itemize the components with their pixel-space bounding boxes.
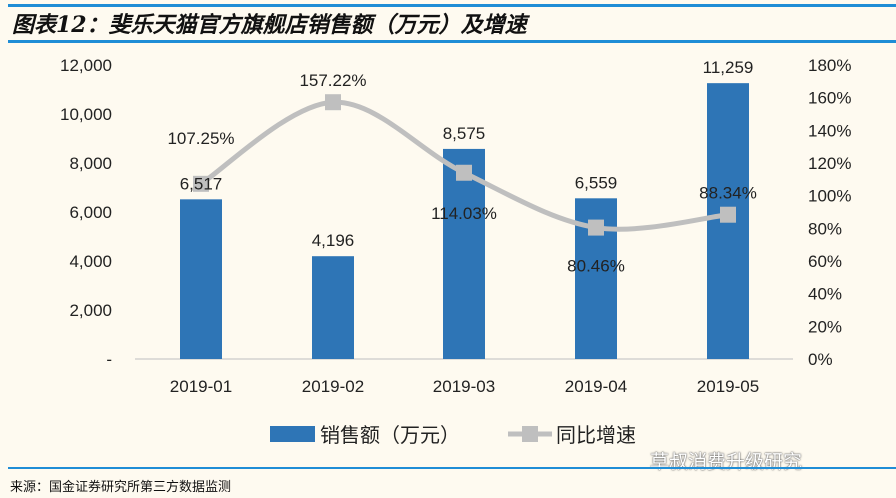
left-tick-label: 6,000 (69, 203, 112, 222)
bar (312, 256, 354, 359)
legend-line-label: 同比增速 (556, 423, 636, 447)
bar-data-label: 6,517 (180, 174, 223, 193)
left-tick-label: 8,000 (69, 154, 112, 173)
right-tick-label: 100% (808, 187, 851, 206)
source-note: 来源：国金证券研究所第三方数据监测 (10, 480, 232, 495)
legend-line-marker (522, 426, 538, 442)
bar (180, 199, 222, 359)
bar-data-label: 4,196 (312, 231, 355, 250)
watermark: 草叔消费升级研究 (650, 452, 803, 473)
x-tick-label: 2019-01 (170, 377, 232, 396)
right-tick-label: 80% (808, 219, 842, 238)
x-tick-label: 2019-05 (697, 377, 759, 396)
x-tick-label: 2019-03 (433, 377, 495, 396)
growth-marker (720, 206, 736, 223)
right-tick-label: 120% (808, 154, 851, 173)
right-tick-label: 140% (808, 121, 851, 140)
right-tick-label: 40% (808, 285, 842, 304)
growth-marker (193, 175, 209, 192)
growth-marker (325, 94, 341, 111)
left-tick-label: 12,000 (60, 56, 112, 75)
growth-marker (456, 164, 472, 181)
right-tick-label: 20% (808, 317, 842, 336)
bar-data-label: 11,259 (703, 58, 754, 77)
title-rule (8, 40, 896, 43)
top-rule (8, 4, 896, 7)
left-tick-label: 2,000 (69, 301, 112, 320)
bar-data-label: 8,575 (443, 124, 486, 143)
legend-bar-label: 销售额（万元） (320, 423, 460, 447)
bar (443, 148, 485, 359)
line-data-label: 80.46% (567, 257, 625, 276)
legend-bar-swatch (270, 426, 315, 442)
x-tick-label: 2019-04 (565, 377, 627, 396)
bottom-rule (8, 467, 896, 469)
figure-title: 图表12：斐乐天猫官方旗舰店销售额（万元）及增速 (12, 12, 527, 38)
right-tick-label: 160% (808, 89, 851, 108)
growth-marker (588, 219, 604, 236)
line-data-label: 157.22% (299, 71, 366, 90)
left-tick-label: - (106, 350, 112, 369)
right-tick-label: 60% (808, 252, 842, 271)
line-data-label: 88.34% (699, 184, 757, 203)
x-tick-label: 2019-02 (302, 377, 364, 396)
bar-data-label: 6,559 (575, 173, 618, 192)
line-data-label: 114.03% (431, 204, 497, 223)
line-data-label: 107.25% (167, 129, 234, 148)
left-tick-label: 4,000 (69, 252, 112, 271)
right-tick-label: 0% (808, 350, 833, 369)
right-tick-label: 180% (808, 56, 851, 75)
left-tick-label: 10,000 (60, 105, 112, 124)
